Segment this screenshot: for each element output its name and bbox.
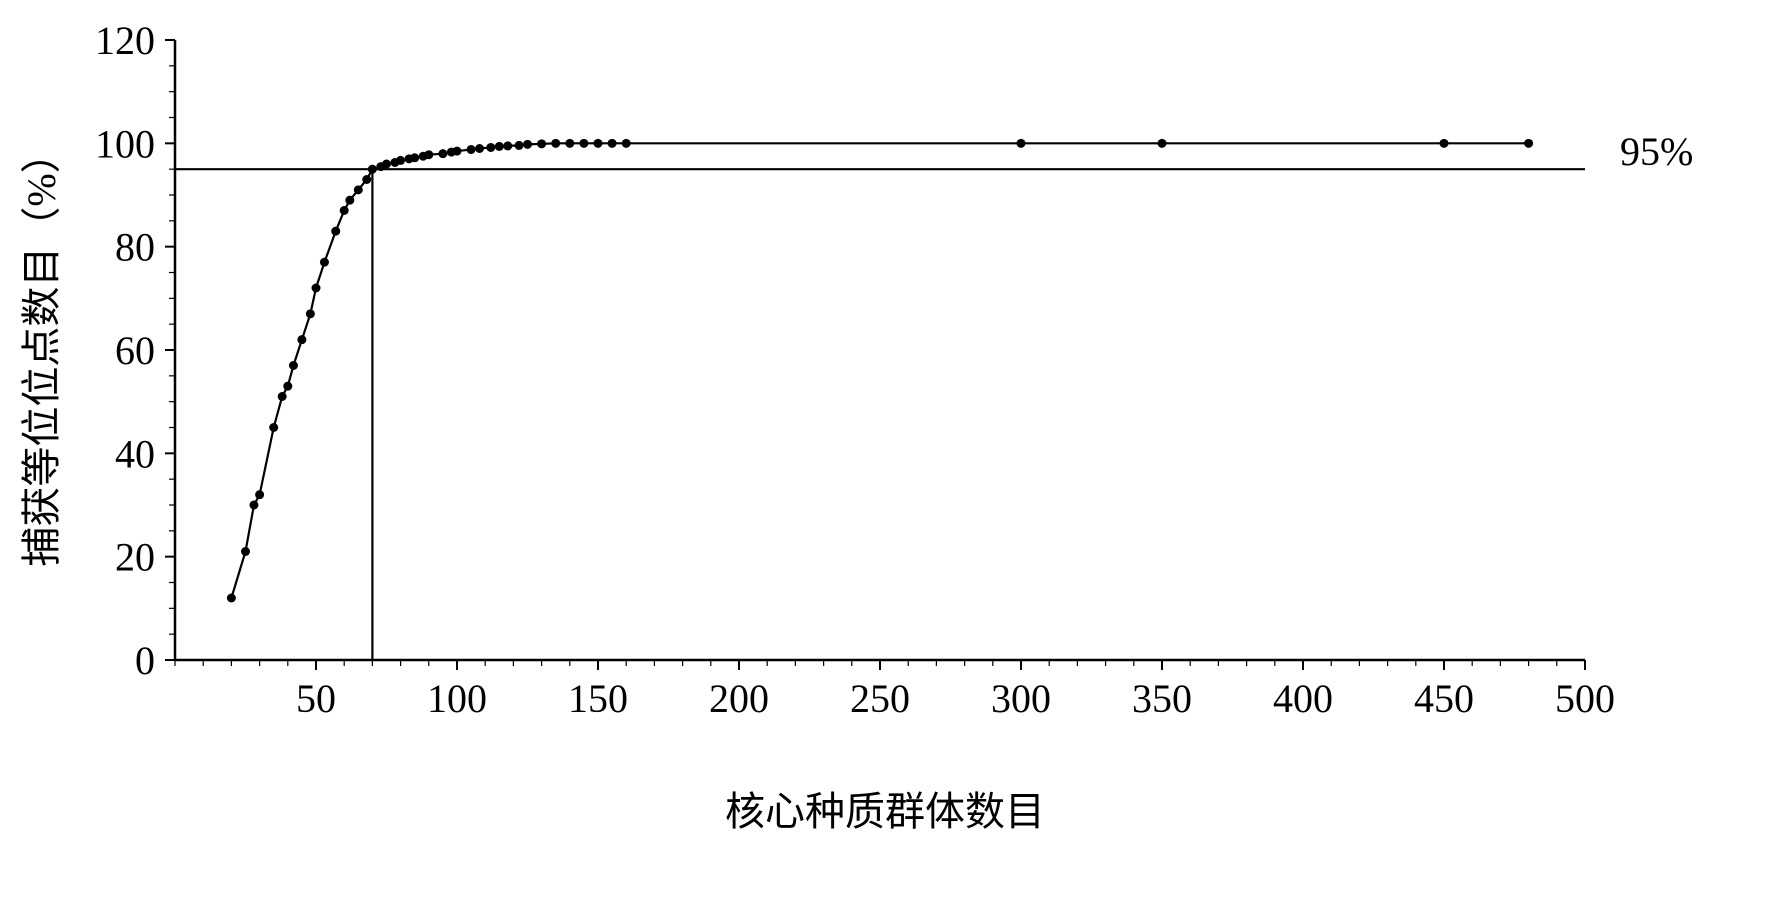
series-marker bbox=[368, 165, 377, 174]
series-marker bbox=[289, 361, 298, 370]
series-marker bbox=[312, 284, 321, 293]
series-marker bbox=[1440, 139, 1449, 148]
series-marker bbox=[523, 140, 532, 149]
series-marker bbox=[475, 144, 484, 153]
y-tick-label: 40 bbox=[115, 431, 155, 476]
series-marker bbox=[306, 309, 315, 318]
x-tick-label: 150 bbox=[568, 676, 628, 721]
figure-container: 50 100 150 200 250 300 350 400 450 500 0 20 40 60 80 10… bbox=[0, 0, 1766, 897]
series-marker bbox=[503, 141, 512, 150]
series-marker bbox=[255, 490, 264, 499]
x-tick-label: 200 bbox=[709, 676, 769, 721]
series-line bbox=[231, 143, 1528, 598]
series-marker bbox=[297, 335, 306, 344]
series-marker bbox=[495, 142, 504, 151]
series-marker bbox=[551, 139, 560, 148]
series-marker bbox=[249, 501, 258, 510]
series-marker bbox=[362, 175, 371, 184]
series-marker bbox=[438, 149, 447, 158]
y-tick-label: 120 bbox=[95, 18, 155, 63]
series-marker bbox=[1158, 139, 1167, 148]
x-tick-label: 300 bbox=[991, 676, 1051, 721]
series-marker bbox=[241, 547, 250, 556]
x-axis-label: 核心种质群体数目 bbox=[725, 789, 1045, 834]
series-marker bbox=[345, 196, 354, 205]
y-axis-label: 捕获等位位点数目（%） bbox=[19, 133, 64, 566]
series-marker bbox=[354, 185, 363, 194]
y-tick-label: 60 bbox=[115, 328, 155, 373]
y-tick-label: 20 bbox=[115, 535, 155, 580]
series-marker bbox=[608, 139, 617, 148]
series-marker bbox=[622, 139, 631, 148]
series-marker bbox=[340, 206, 349, 215]
chart-svg: 50 100 150 200 250 300 350 400 450 500 0 20 40 60 80 10… bbox=[0, 0, 1766, 897]
x-tick-label: 450 bbox=[1414, 676, 1474, 721]
series-marker bbox=[537, 139, 546, 148]
x-tick-label: 250 bbox=[850, 676, 910, 721]
x-tick-label: 350 bbox=[1132, 676, 1192, 721]
series-marker bbox=[227, 594, 236, 603]
series-marker bbox=[382, 160, 391, 169]
series-marker bbox=[453, 147, 462, 156]
series-marker bbox=[594, 139, 603, 148]
series-marker bbox=[424, 150, 433, 159]
series-marker bbox=[467, 145, 476, 154]
series-marker bbox=[410, 153, 419, 162]
series-marker bbox=[515, 141, 524, 150]
y-tick-label: 100 bbox=[95, 121, 155, 166]
x-tick-label: 400 bbox=[1273, 676, 1333, 721]
series-marker bbox=[396, 156, 405, 165]
y-tick-label: 0 bbox=[135, 638, 155, 683]
series-marker bbox=[579, 139, 588, 148]
y-tick-label: 80 bbox=[115, 225, 155, 270]
series-marker bbox=[320, 258, 329, 267]
x-tick-label: 500 bbox=[1555, 676, 1615, 721]
x-tick-label: 100 bbox=[427, 676, 487, 721]
x-tick-label: 50 bbox=[296, 676, 336, 721]
series-marker bbox=[278, 392, 287, 401]
series-marker bbox=[1524, 139, 1533, 148]
series-marker bbox=[1017, 139, 1026, 148]
series-marker bbox=[269, 423, 278, 432]
reference-label-95: 95% bbox=[1620, 129, 1693, 174]
series-marker bbox=[565, 139, 574, 148]
series-marker bbox=[283, 382, 292, 391]
series-marker bbox=[331, 227, 340, 236]
series-marker bbox=[486, 143, 495, 152]
